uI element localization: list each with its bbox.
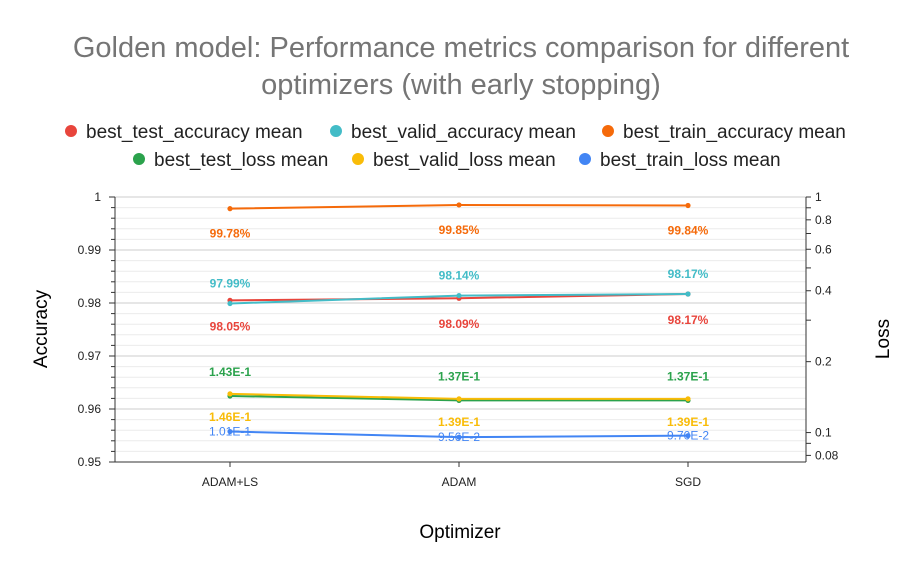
y2-tick-label: 0.2 — [815, 355, 832, 369]
y-axis-title: Accuracy — [31, 289, 52, 368]
data-point — [227, 300, 233, 307]
data-point — [456, 434, 462, 440]
data-point — [456, 396, 462, 402]
data-point — [456, 292, 462, 299]
y2-tick-label: 0.08 — [815, 448, 839, 462]
x-tick-label: ADAM — [442, 475, 477, 489]
chart-title: Golden model: Performance metrics compar… — [73, 32, 849, 101]
legend-label: best_valid_loss mean — [373, 150, 556, 171]
legend-marker — [65, 125, 77, 137]
data-label: 97.99% — [210, 277, 251, 291]
y2-tick-label: 1 — [815, 190, 822, 204]
data-point — [456, 202, 462, 208]
data-label: 98.17% — [668, 267, 709, 281]
data-point — [685, 396, 691, 402]
data-label: 98.14% — [439, 269, 480, 283]
grid — [115, 196, 806, 463]
series — [227, 202, 691, 440]
legend: best_test_accuracy mean best_valid_accura… — [65, 122, 846, 171]
data-label: 1.39E-1 — [438, 415, 480, 429]
data-label: 1.46E-1 — [209, 410, 251, 424]
data-label: 9.56E-2 — [438, 430, 480, 444]
legend-label: best_train_accuracy mean — [623, 122, 846, 143]
data-label: 1.01E-1 — [209, 425, 251, 439]
legend-marker — [579, 153, 591, 165]
chart-title-line: optimizers (with early stopping) — [261, 69, 661, 101]
y2-axis-title: Loss — [873, 319, 894, 359]
y2-tick-label: 0.1 — [815, 426, 832, 440]
legend-marker — [133, 153, 145, 165]
data-label: 9.70E-2 — [667, 429, 709, 443]
legend-marker — [602, 125, 614, 137]
data-label: 98.05% — [210, 319, 251, 333]
data-label: 99.85% — [439, 223, 480, 237]
y-tick-label: 0.96 — [78, 402, 102, 416]
legend-label: best_valid_accuracy mean — [351, 122, 576, 143]
legend-label: best_test_accuracy mean — [86, 122, 303, 143]
legend-label: best_train_loss mean — [600, 150, 781, 171]
y-tick-label: 0.99 — [78, 243, 102, 257]
chart-title-line: Golden model: Performance metrics compar… — [73, 32, 849, 64]
x-tick-label: SGD — [675, 475, 701, 489]
y2-tick-label: 0.4 — [815, 284, 832, 298]
data-point — [227, 206, 233, 212]
x-axis-title: Optimizer — [419, 522, 501, 543]
data-point — [685, 433, 691, 439]
data-point — [685, 291, 691, 297]
data-label: 98.17% — [668, 313, 709, 327]
data-labels: 98.05% 98.09% 98.17% 97.99% 98.14% 98.17% 99.7… — [209, 223, 709, 444]
y-tick-label: 1 — [94, 190, 101, 204]
data-point — [227, 391, 233, 397]
axes: 1 0.99 0.98 0.97 0.96 0.95 1 0.8 0.6 0.4 0.2 0.1 0.0… — [31, 190, 894, 543]
data-label: 99.84% — [668, 223, 709, 237]
data-label: 1.39E-1 — [667, 415, 709, 429]
x-tick-label: ADAM+LS — [202, 475, 258, 489]
legend-marker — [352, 153, 364, 165]
data-label: 98.09% — [439, 317, 480, 331]
data-label: 1.37E-1 — [667, 369, 709, 383]
data-label: 99.78% — [210, 227, 251, 241]
y-tick-label: 0.98 — [78, 296, 102, 310]
data-point — [227, 428, 233, 435]
y-tick-label: 0.97 — [78, 349, 102, 363]
y-tick-label: 0.95 — [78, 455, 102, 469]
legend-label: best_test_loss mean — [154, 150, 328, 171]
legend-marker — [330, 125, 342, 137]
y2-tick-label: 0.8 — [815, 213, 832, 227]
data-point — [685, 202, 691, 209]
data-label: 1.37E-1 — [438, 369, 480, 383]
y2-tick-label: 0.6 — [815, 242, 832, 256]
data-label: 1.43E-1 — [209, 365, 251, 379]
